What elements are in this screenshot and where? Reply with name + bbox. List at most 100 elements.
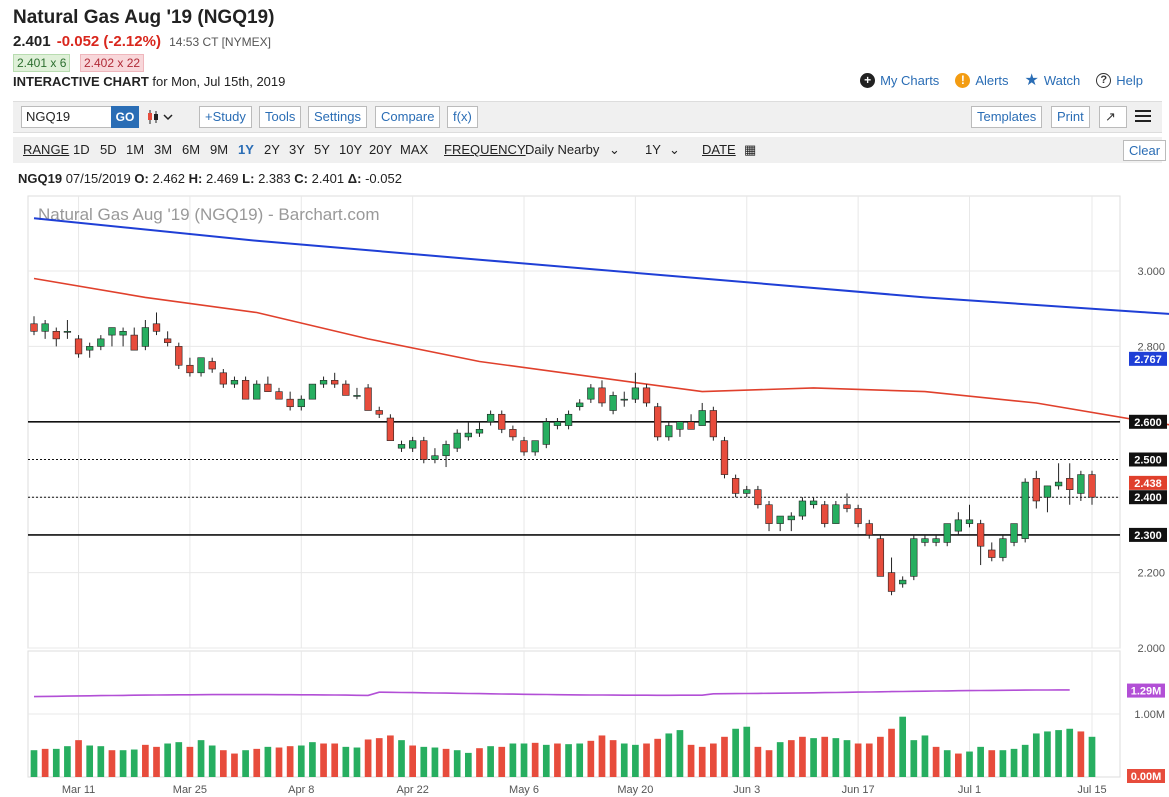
range-1y[interactable]: 1Y [238,142,254,157]
candle-body [731,478,740,494]
range-3m[interactable]: 3M [154,142,173,157]
chart-title: Natural Gas Aug '19 (NGQ19) - Barchart.c… [38,205,380,224]
candlestick [41,320,49,339]
volume-bar [30,750,38,777]
candlestick [698,402,706,426]
volume-bar [799,736,806,777]
candlestick-icon [148,110,173,124]
range-5d[interactable]: 5D [100,142,117,157]
volume-bar [297,745,305,777]
volume-bar [955,753,962,777]
volume-bar [509,743,517,777]
bid-badge: 2.401 x 6 [13,54,71,72]
range-3y[interactable]: 3Y [289,142,305,157]
compare-button[interactable]: Compare [375,106,441,128]
range-6m[interactable]: 6M [182,142,201,157]
go-button[interactable]: GO [111,106,139,128]
volume-tick-label: 1.00M [1134,709,1165,721]
candle-body [887,572,896,592]
volume-bar [153,746,160,777]
clear-button[interactable]: Clear [1123,140,1167,161]
volume-bar [676,730,684,777]
candle-body [74,338,83,355]
volume-bar [865,743,873,777]
open-interest-tag: 1.29M [1131,686,1162,698]
candlestick [731,474,740,498]
menu-icon[interactable] [1135,109,1151,128]
range-1m[interactable]: 1M [126,142,145,157]
ohlc-o-label: O: [134,171,149,186]
interactive-chart-date: for Mon, Jul 15th, 2019 [148,74,286,89]
candlestick [665,421,673,441]
chart-type-dropdown[interactable] [147,109,177,130]
expand-icon[interactable]: ↗ [1099,106,1127,128]
candle-body [1088,474,1096,498]
tools-button[interactable]: Tools [259,106,302,128]
volume-bar [966,751,973,777]
templates-button[interactable]: Templates [971,106,1043,128]
candlestick [765,500,773,532]
watch-link[interactable]: ★ Watch [1025,73,1081,89]
candlestick [253,380,261,400]
volume-bar [899,716,907,777]
candlestick [230,376,239,388]
range-1d[interactable]: 1D [73,142,90,157]
range-max[interactable]: MAX [400,142,429,157]
range-10y[interactable]: 10Y [339,142,363,157]
volume-bar [698,746,706,777]
candle-body [375,410,383,415]
range-2y[interactable]: 2Y [264,142,280,157]
candle-body [520,440,528,453]
volume-bar [999,750,1007,777]
fx-button[interactable]: f(x) [447,106,478,128]
candle-body [364,387,372,411]
volume-bar [743,726,751,777]
x-tick-label: May 20 [617,784,653,796]
interactive-chart-label: INTERACTIVE CHART for Mon, Jul 15th, 201… [13,74,285,89]
volume-bar [710,743,717,777]
range-9m[interactable]: 9M [210,142,229,157]
help-link[interactable]: ? Help [1096,73,1143,88]
range-5y[interactable]: 5Y [314,142,330,157]
ma-slow-price-tag: 2.767 [1134,354,1162,366]
volume-bar [1077,731,1085,777]
candle-body [219,372,227,385]
candlestick [219,369,227,388]
volume-bar [1010,748,1018,777]
calendar-icon[interactable]: ▦ [744,142,757,157]
candlestick [943,523,951,547]
candlestick [954,512,962,535]
period-dropdown[interactable]: 1Y [645,142,661,157]
candlestick [676,421,684,437]
candlestick [498,410,506,434]
range-20y[interactable]: 20Y [369,142,393,157]
candlestick [119,327,127,347]
candlestick [988,542,996,562]
print-button[interactable]: Print [1051,106,1090,128]
my-charts-link[interactable]: + My Charts [860,73,939,88]
chevron-down-icon: ⌄ [669,142,680,157]
candle-body [899,579,907,585]
candle-body [420,440,428,460]
candle-body [943,523,951,543]
candlestick [97,335,105,351]
date-label[interactable]: DATE [702,142,736,157]
candle-body [687,421,695,430]
volume-bar [542,744,550,777]
volume-bar [52,748,60,777]
plus-circle-icon: + [860,73,876,88]
volume-bar [264,746,272,777]
candlestick [1088,470,1096,505]
candlestick [843,493,851,513]
candle-body [30,323,38,332]
alerts-link[interactable]: ! Alerts [955,73,1009,88]
candle-body [1066,478,1074,490]
candle-body [809,500,818,506]
candlestick [308,383,317,400]
volume-bar [565,744,572,777]
settings-button[interactable]: Settings [308,106,367,128]
candlestick [1043,485,1052,513]
frequency-dropdown[interactable]: Daily Nearby [525,142,600,157]
study-button[interactable]: +Study [199,106,252,128]
